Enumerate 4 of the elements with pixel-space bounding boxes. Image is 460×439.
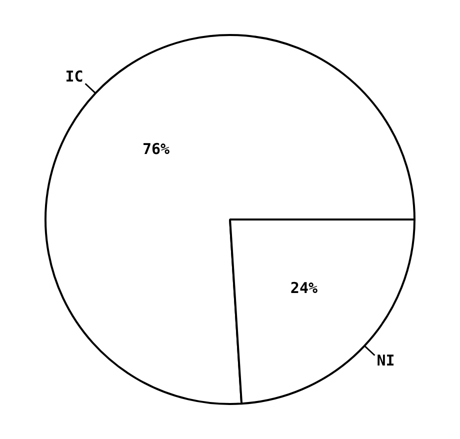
- data-label: 76%: [142, 140, 170, 158]
- slice-label: NI: [376, 351, 395, 370]
- slice-label: IC: [65, 68, 84, 86]
- data-label: 24%: [290, 278, 318, 297]
